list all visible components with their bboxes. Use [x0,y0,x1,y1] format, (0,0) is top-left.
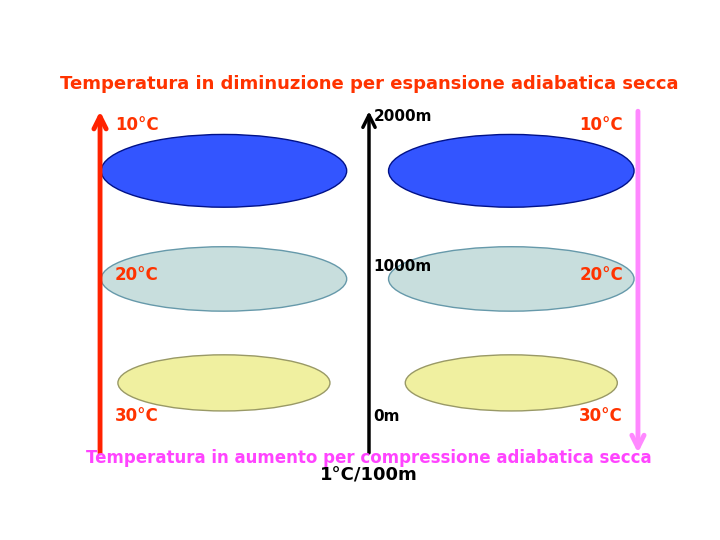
Text: Temperatura in diminuzione per espansione adiabatica secca: Temperatura in diminuzione per espansion… [60,75,678,93]
Text: 30°C: 30°C [115,407,159,425]
Text: 1000m: 1000m [374,259,432,274]
Text: 2000m: 2000m [374,109,432,124]
Text: 10°C: 10°C [115,116,158,134]
Text: 0m: 0m [374,409,400,424]
Text: Temperatura in aumento per compressione adiabatica secca: Temperatura in aumento per compressione … [86,449,652,468]
Ellipse shape [389,247,634,311]
Ellipse shape [405,355,617,411]
Ellipse shape [101,134,347,207]
Text: 20°C: 20°C [579,266,623,284]
Text: 30°C: 30°C [579,407,623,425]
Text: 10°C: 10°C [580,116,623,134]
Text: 1°C/100m: 1°C/100m [320,466,418,484]
Ellipse shape [389,134,634,207]
Text: 20°C: 20°C [115,266,159,284]
Ellipse shape [118,355,330,411]
Ellipse shape [101,247,347,311]
